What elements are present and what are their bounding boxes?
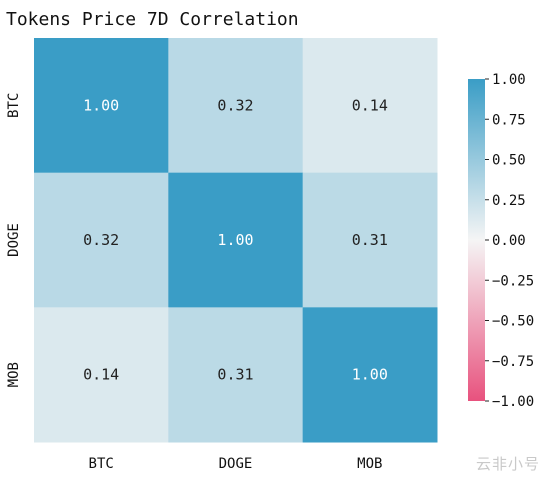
x-tick-label: MOB (357, 456, 382, 472)
chart-title: Tokens Price 7D Correlation (6, 9, 299, 30)
heatmap-cell-btc-mob (302, 38, 438, 174)
colorbar-tick-label: −0.75 (492, 354, 534, 370)
colorbar-ticks: 1.00 0.75 0.50 0.25 0.00 −0.25 −0.50 −0.75 −1.00 (485, 72, 534, 410)
cell-value-label: 0.14 (352, 96, 388, 114)
y-axis-ticks: BTC DOGE MOB (6, 93, 22, 388)
x-tick-label: BTC (89, 456, 114, 472)
colorbar-tick-label: −1.00 (492, 394, 534, 410)
heatmap-cell-doge-mob (302, 172, 438, 308)
watermark-logo: 云非小号 (475, 455, 540, 473)
colorbar-tick-label: 0.25 (492, 193, 526, 209)
cell-value-label: 1.00 (352, 366, 388, 384)
cell-value-label: 0.31 (217, 366, 253, 384)
cell-value-label: 0.32 (217, 96, 253, 114)
colorbar-tick-label: 1.00 (492, 72, 526, 88)
heatmap-cell-doge-btc (34, 172, 169, 308)
heatmap-cells: 1.00 0.32 0.14 0.32 1.00 0.31 0.14 0.31 1.00 (34, 38, 438, 443)
heatmap-cell-mob-btc (34, 307, 169, 443)
y-tick-label: BTC (6, 93, 22, 118)
y-tick-label: MOB (6, 362, 22, 387)
colorbar-gradient (468, 79, 485, 401)
colorbar: 1.00 0.75 0.50 0.25 0.00 −0.25 −0.50 −0.75 −1.00 (468, 72, 534, 410)
heatmap-cell-mob-mob (302, 307, 438, 443)
heatmap-cell-mob-doge (168, 307, 304, 443)
x-axis-ticks: BTC DOGE MOB (89, 456, 383, 472)
heatmap-cell-btc-btc (34, 38, 169, 174)
cell-value-label: 1.00 (217, 231, 253, 249)
colorbar-tick-label: 0.00 (492, 233, 526, 249)
colorbar-tick-label: −0.50 (492, 314, 534, 330)
cell-value-label: 0.32 (83, 231, 119, 249)
cell-value-label: 0.14 (83, 366, 119, 384)
colorbar-tick-label: 0.75 (492, 112, 526, 128)
cell-value-label: 0.31 (352, 231, 388, 249)
colorbar-tick-label: 0.50 (492, 153, 526, 169)
y-tick-label: DOGE (6, 223, 22, 257)
colorbar-tick-label: −0.25 (492, 273, 534, 289)
heatmap-cell-doge-doge (168, 172, 304, 308)
heatmap-cell-btc-doge (168, 38, 304, 174)
cell-value-label: 1.00 (83, 96, 119, 114)
x-tick-label: DOGE (219, 456, 253, 472)
